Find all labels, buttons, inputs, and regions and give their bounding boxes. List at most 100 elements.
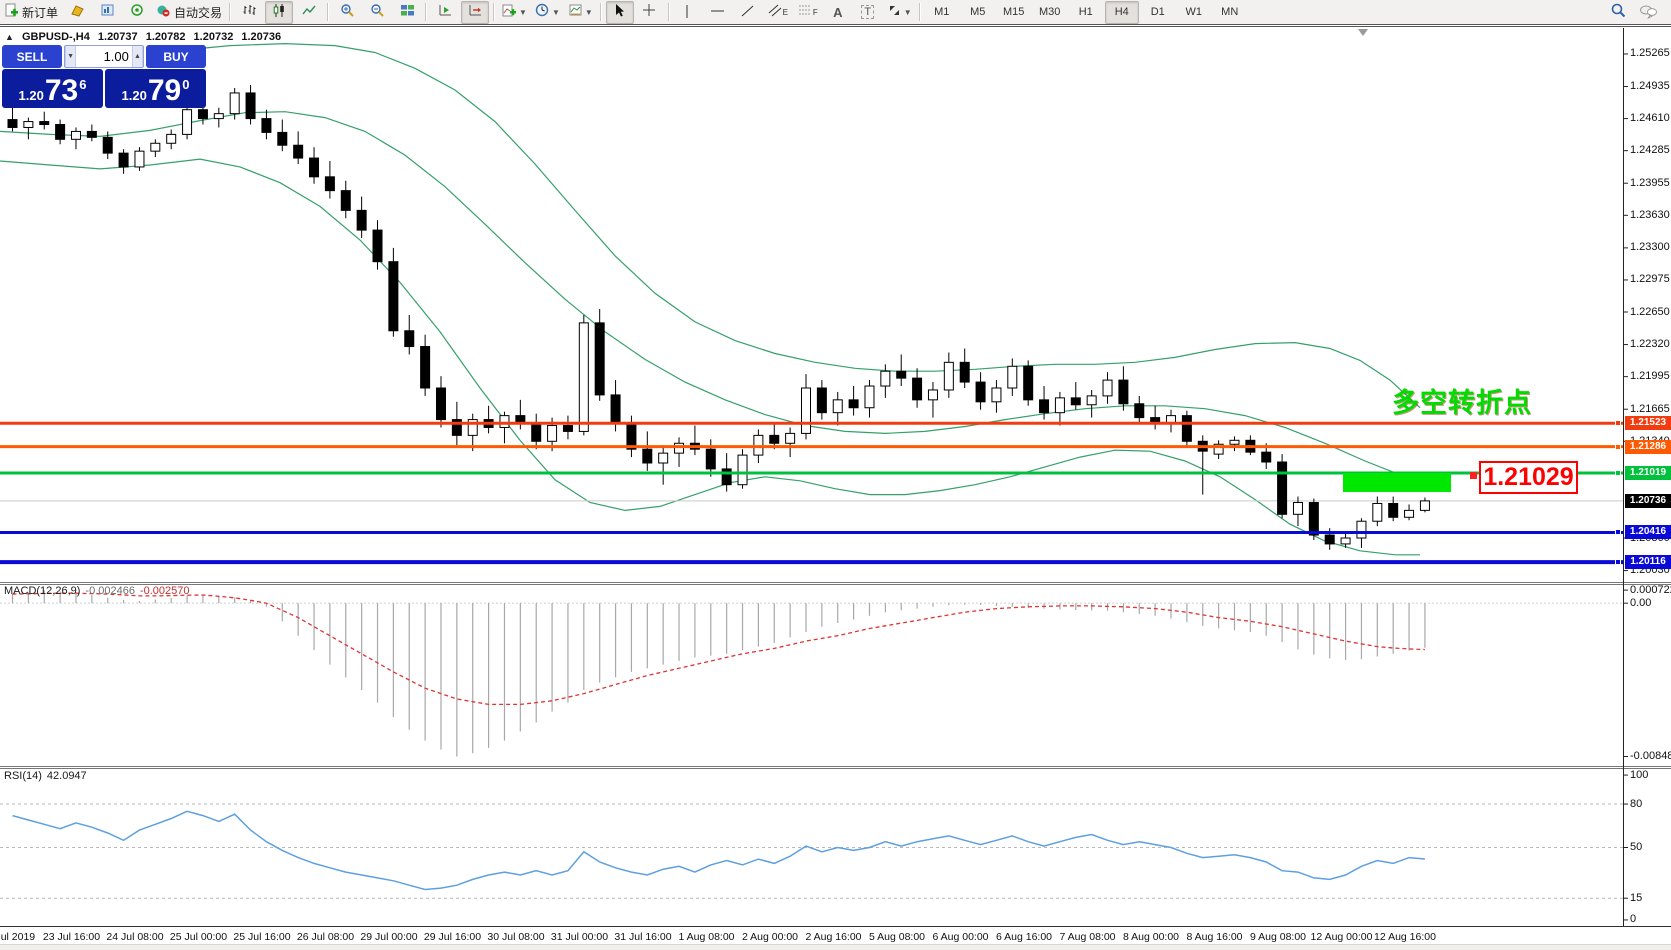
candle-bear xyxy=(388,261,399,332)
chat-button[interactable] xyxy=(1634,1,1662,24)
trendline-icon xyxy=(740,4,755,21)
macd-tick-label: 0.00 xyxy=(1630,596,1652,609)
channel-icon xyxy=(768,3,783,21)
candle-bear xyxy=(197,109,208,120)
chevron-down-icon: ▼ xyxy=(519,7,527,17)
new-order-button[interactable]: 新订单 xyxy=(1,1,61,24)
timeframe-M15[interactable]: M15 xyxy=(1003,6,1025,18)
collapse-quote-panel-icon[interactable]: ▲ xyxy=(5,32,14,42)
search-button[interactable] xyxy=(1604,1,1632,24)
volume-increase-button[interactable]: ▲ xyxy=(131,46,143,67)
time-tick-label: 31 Jul 00:00 xyxy=(550,931,609,943)
candle-bull xyxy=(1007,365,1018,389)
line-chart-button[interactable] xyxy=(295,1,323,24)
candle-bear xyxy=(293,144,304,159)
chart-shift-button[interactable] xyxy=(461,0,490,24)
price-callout-label[interactable]: 1.21029 xyxy=(1479,461,1578,494)
tile-windows-button[interactable] xyxy=(393,1,421,24)
crosshair-button[interactable] xyxy=(636,1,664,24)
candle-bear xyxy=(1039,399,1050,414)
candle-bull xyxy=(943,361,954,391)
periods-button[interactable]: ▼ xyxy=(532,1,563,24)
rsi-line xyxy=(12,810,1425,891)
candle-bear xyxy=(959,361,970,383)
timeframe-H4[interactable]: H4 xyxy=(1104,0,1139,24)
level-axis-marker xyxy=(1615,443,1621,450)
time-tick-label: 2 Aug 00:00 xyxy=(741,931,799,943)
symbol-name: GBPUSD-,H4 xyxy=(21,31,90,43)
timeframe-MN[interactable]: MN xyxy=(1221,6,1239,18)
trendline-button[interactable] xyxy=(734,1,762,24)
signals-button[interactable] xyxy=(123,1,151,24)
chevron-down-icon: ▼ xyxy=(584,7,593,17)
cursor-button[interactable] xyxy=(605,0,634,24)
vertical-line-button[interactable] xyxy=(674,1,702,24)
candle-bear xyxy=(642,448,653,464)
zoom-out-button[interactable] xyxy=(363,1,391,24)
arrows-button[interactable]: ▼ xyxy=(884,1,915,24)
candlestick-chart-button[interactable] xyxy=(265,0,294,24)
templates-button[interactable]: ▼ xyxy=(565,1,596,24)
zoom-in-button[interactable] xyxy=(333,1,361,24)
bid-price[interactable]: 1.20 73 6 xyxy=(2,69,103,108)
ask-pipette: 0 xyxy=(182,77,190,92)
candle-bear xyxy=(975,381,986,403)
callout-anchor-marker[interactable] xyxy=(1470,472,1477,479)
candle-bear xyxy=(435,387,446,421)
buy-button[interactable]: BUY xyxy=(146,45,206,68)
candle-bull xyxy=(737,454,748,486)
channel-button[interactable]: E xyxy=(764,1,792,24)
candle-bear xyxy=(1388,502,1399,518)
profiles-button[interactable] xyxy=(63,1,91,24)
timeframe-M5[interactable]: M5 xyxy=(970,6,986,18)
bid-pipette: 6 xyxy=(79,77,87,92)
timeframe-D1[interactable]: D1 xyxy=(1150,6,1165,18)
time-tick-label: 1 Aug 08:00 xyxy=(678,931,735,943)
text-button[interactable]: A xyxy=(824,1,852,24)
candle-bull xyxy=(229,92,240,115)
highlight-box[interactable] xyxy=(1343,472,1451,492)
indicators-button[interactable]: ▼ xyxy=(499,1,530,24)
auto-scroll-button[interactable] xyxy=(431,1,459,24)
candle-bear xyxy=(1134,403,1145,419)
price-tick-label: 1.22975 xyxy=(1630,273,1670,286)
candle-bull xyxy=(1054,397,1065,414)
time-tick-label: 7 Aug 08:00 xyxy=(1059,931,1116,943)
price-tag-1.21019: 1.21019 xyxy=(1625,465,1671,480)
low-value: 1.20732 xyxy=(193,31,234,43)
candle-bear xyxy=(721,468,732,486)
bar-chart-button[interactable] xyxy=(235,1,263,24)
timeframe-H1[interactable]: H1 xyxy=(1078,6,1093,18)
price-tag-1.20416: 1.20416 xyxy=(1625,525,1671,540)
turning-point-annotation[interactable]: 多空转折点 xyxy=(1392,388,1532,418)
rsi-label: RSI(14) xyxy=(4,770,42,782)
horizontal-line-button[interactable] xyxy=(704,1,732,24)
vertical-line-icon xyxy=(681,4,694,21)
sell-button[interactable]: SELL xyxy=(2,45,62,68)
fibonacci-letter: F xyxy=(812,7,818,17)
text-label-button[interactable]: T xyxy=(854,1,882,24)
candle-bear xyxy=(356,209,367,231)
autotrading-label: 自动交易 xyxy=(174,5,223,20)
autotrading-icon xyxy=(156,3,171,21)
timeframe-M30[interactable]: M30 xyxy=(1039,6,1061,18)
ask-price[interactable]: 1.20 79 0 xyxy=(105,69,206,108)
macd-tick-label: -0.00848 xyxy=(1630,750,1671,762)
toolbar-separator xyxy=(918,3,921,21)
time-tick-label: 12 Aug 00:00 xyxy=(1310,931,1373,943)
macd-signal-value: -0.002570 xyxy=(139,585,190,597)
autotrading-button[interactable]: 自动交易 xyxy=(153,1,225,24)
price-tick-label: 1.22650 xyxy=(1630,305,1670,318)
macd-main-value: -0.002466 xyxy=(85,585,135,597)
volume-input[interactable] xyxy=(76,46,132,67)
toolbar-separator xyxy=(229,3,232,21)
timeframe-M1[interactable]: M1 xyxy=(934,6,950,18)
timeframe-W1[interactable]: W1 xyxy=(1185,6,1202,18)
candle-bull xyxy=(658,452,669,464)
market-watch-button[interactable] xyxy=(93,1,121,24)
fibonacci-button[interactable]: F xyxy=(794,1,822,24)
price-tick-label: 1.23955 xyxy=(1630,176,1670,189)
volume-decrease-button[interactable]: ▼ xyxy=(65,46,77,67)
